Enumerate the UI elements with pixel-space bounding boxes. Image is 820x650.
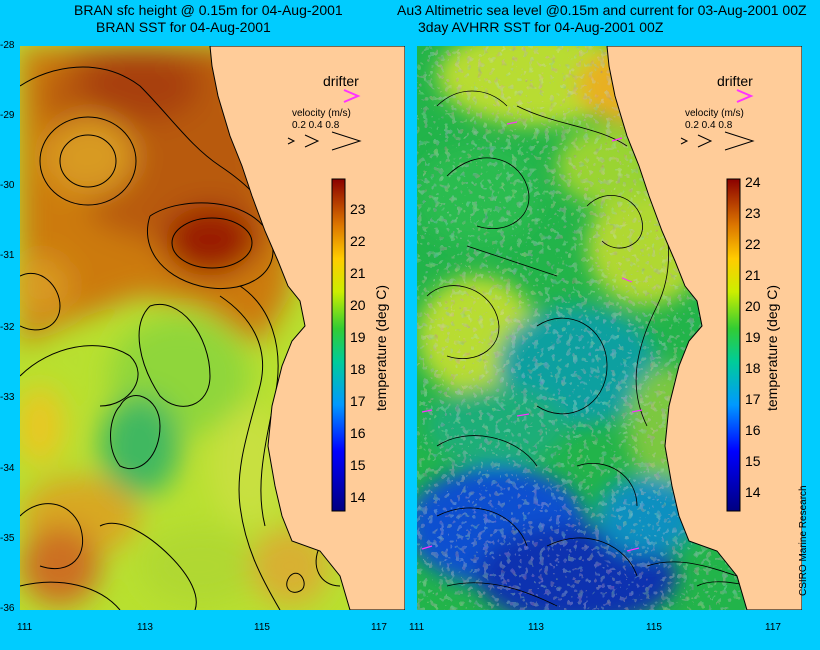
left-map-svg: drifter velocity (m/s) 0.2 0.4 0.8 23 22… xyxy=(20,46,405,610)
current-vectors xyxy=(426,90,778,607)
lat-tick: -28 xyxy=(0,40,15,51)
velocity-legend-label: velocity (m/s) xyxy=(292,108,351,119)
lat-tick: -36 xyxy=(0,603,15,614)
colorbar-tick: 19 xyxy=(350,329,366,345)
colorbar xyxy=(726,178,741,512)
lon-tick: 113 xyxy=(528,622,544,633)
colorbar-tick: 20 xyxy=(350,297,366,313)
colorbar-tick: 20 xyxy=(745,298,761,314)
colorbar-tick: 23 xyxy=(745,205,761,221)
colorbar-tick: 21 xyxy=(350,265,366,281)
colorbar-tick: 22 xyxy=(350,233,366,249)
drifter-legend-label: drifter xyxy=(323,73,359,89)
velocity-legend-arrows xyxy=(680,131,755,151)
lon-tick: 117 xyxy=(371,622,387,633)
colorbar-tick: 18 xyxy=(745,360,761,376)
left-map-panel: drifter velocity (m/s) 0.2 0.4 0.8 23 22… xyxy=(20,46,405,610)
lon-tick: 115 xyxy=(254,622,270,633)
colorbar-tick: 24 xyxy=(745,174,761,190)
credit-label: CSIRO Marine Research xyxy=(798,485,809,596)
drifter-legend-label: drifter xyxy=(717,73,753,89)
colorbar-ticks: 23 22 21 20 19 18 17 16 15 14 xyxy=(350,201,366,505)
colorbar-tick: 14 xyxy=(350,489,366,505)
lon-tick: 115 xyxy=(646,622,662,633)
lat-tick: -34 xyxy=(0,463,15,474)
drifter-legend-marker xyxy=(343,89,361,103)
colorbar-tick: 15 xyxy=(745,453,761,469)
colorbar-tick: 17 xyxy=(745,391,761,407)
right-title-line2: 3day AVHRR SST for 04-Aug-2001 00Z xyxy=(418,19,664,35)
colorbar-tick: 21 xyxy=(745,267,761,283)
colorbar-tick: 16 xyxy=(745,422,761,438)
colorbar-tick: 17 xyxy=(350,393,366,409)
lon-tick: 111 xyxy=(409,622,425,633)
lon-tick: 117 xyxy=(765,622,781,633)
velocity-legend-values: 0.2 0.4 0.8 xyxy=(685,120,733,131)
lat-tick: -31 xyxy=(0,250,15,261)
australia-land xyxy=(606,46,802,610)
drifter-legend-marker xyxy=(736,89,754,103)
lat-tick: -33 xyxy=(0,392,15,403)
velocity-legend-values: 0.2 0.4 0.8 xyxy=(292,120,340,131)
lat-tick: -35 xyxy=(0,533,15,544)
colorbar-tick: 22 xyxy=(745,236,761,252)
left-title-line1: BRAN sfc height @ 0.15m for 04-Aug-2001 xyxy=(74,2,343,18)
colorbar-tick: 23 xyxy=(350,201,366,217)
colorbar-label: temperature (deg C) xyxy=(373,285,389,411)
right-map-svg: drifter velocity (m/s) 0.2 0.4 0.8 24 23… xyxy=(417,46,802,610)
left-title-line2: BRAN SST for 04-Aug-2001 xyxy=(96,19,271,35)
right-map-panel: drifter velocity (m/s) 0.2 0.4 0.8 24 23… xyxy=(417,46,802,610)
velocity-legend-arrows xyxy=(287,131,362,151)
colorbar-tick: 15 xyxy=(350,457,366,473)
lat-tick: -30 xyxy=(0,180,15,191)
lon-tick: 111 xyxy=(17,622,33,633)
velocity-legend-label: velocity (m/s) xyxy=(685,108,744,119)
colorbar-tick: 14 xyxy=(745,484,761,500)
colorbar-label: temperature (deg C) xyxy=(764,285,780,411)
lat-tick: -29 xyxy=(0,110,15,121)
australia-land xyxy=(209,46,405,610)
colorbar-tick: 18 xyxy=(350,361,366,377)
colorbar-tick: 16 xyxy=(350,425,366,441)
right-title-line1: Au3 Altimetric sea level @0.15m and curr… xyxy=(397,2,807,18)
colorbar xyxy=(331,178,346,512)
lat-tick: -32 xyxy=(0,322,15,333)
lon-tick: 113 xyxy=(137,622,153,633)
colorbar-ticks: 24 23 22 21 20 19 18 17 16 15 14 xyxy=(745,174,761,500)
colorbar-tick: 19 xyxy=(745,329,761,345)
